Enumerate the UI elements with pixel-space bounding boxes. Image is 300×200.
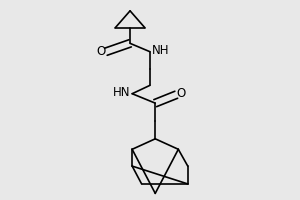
Text: NH: NH	[152, 44, 169, 57]
Text: O: O	[177, 87, 186, 100]
Text: O: O	[96, 45, 105, 58]
Text: HN: HN	[112, 86, 130, 99]
